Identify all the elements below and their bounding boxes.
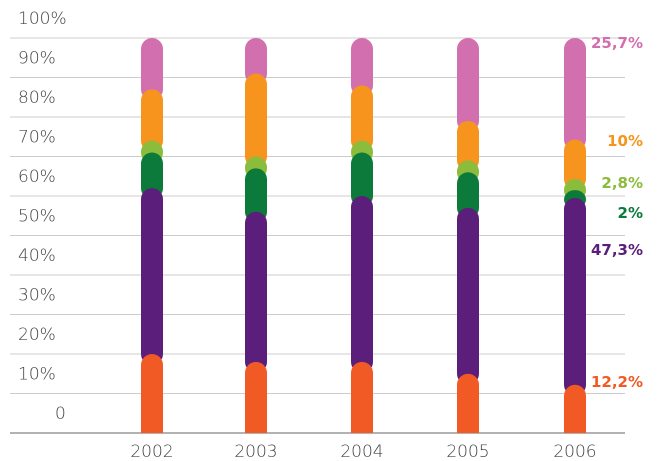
bar-segment bbox=[351, 361, 373, 433]
bar-segment bbox=[351, 38, 373, 97]
y-tick-label: 50% bbox=[18, 207, 56, 227]
value-label: 2,8% bbox=[601, 174, 643, 192]
bar-segment bbox=[245, 361, 267, 433]
labels: 2002 2003 2004 2005 2006 12,2% 47,3% 2% 2,8% 10% 2… bbox=[130, 34, 643, 461]
bar-segment bbox=[564, 197, 586, 396]
bar-segment bbox=[457, 207, 479, 385]
y-tick-label: 60% bbox=[18, 167, 56, 187]
bar-segment bbox=[457, 120, 479, 172]
bar-segment bbox=[141, 152, 163, 200]
y-tick-label: 100% bbox=[18, 9, 67, 29]
bar-segment bbox=[245, 38, 267, 85]
x-tick-label: 2002 bbox=[130, 442, 173, 461]
bar-segment bbox=[141, 354, 163, 433]
value-label: 47,3% bbox=[591, 241, 643, 259]
bar-segment bbox=[564, 384, 586, 433]
y-tick-label: 20% bbox=[18, 325, 56, 345]
bar-segment bbox=[351, 85, 373, 152]
bar-segment bbox=[245, 168, 267, 223]
x-tick-label: 2005 bbox=[446, 442, 489, 461]
y-tick-label: 0 bbox=[55, 404, 66, 424]
bar-segment bbox=[141, 38, 163, 101]
value-label: 25,7% bbox=[591, 34, 643, 52]
bar-segment bbox=[457, 38, 479, 132]
value-label: 2% bbox=[618, 204, 643, 222]
y-tick-label: 10% bbox=[18, 365, 56, 385]
bar-segment bbox=[351, 152, 373, 207]
y-tick-label: 70% bbox=[18, 128, 56, 148]
bar-segment bbox=[564, 38, 586, 151]
value-label: 12,2% bbox=[591, 373, 643, 391]
bar-segment bbox=[141, 89, 163, 152]
x-tick-label: 2004 bbox=[340, 442, 383, 461]
x-tick-label: 2003 bbox=[234, 442, 277, 461]
y-tick-label: 90% bbox=[18, 49, 56, 69]
bars bbox=[141, 38, 586, 433]
bar-segment bbox=[141, 188, 163, 365]
bar-segment bbox=[457, 172, 479, 219]
bar-segment bbox=[564, 139, 586, 191]
y-tick-label: 30% bbox=[18, 286, 56, 306]
bar-segment bbox=[245, 73, 267, 168]
y-tick-label: 40% bbox=[18, 246, 56, 266]
x-tick-label: 2006 bbox=[553, 442, 596, 461]
grid: 0 10% 20% 30% 40% 50% 60% 70% 80% 90% 100% bbox=[10, 9, 625, 434]
bar-segment bbox=[457, 373, 479, 433]
value-label: 10% bbox=[607, 132, 643, 150]
bar-segment bbox=[245, 211, 267, 373]
y-tick-label: 80% bbox=[18, 88, 56, 108]
bar-segment bbox=[351, 196, 373, 373]
